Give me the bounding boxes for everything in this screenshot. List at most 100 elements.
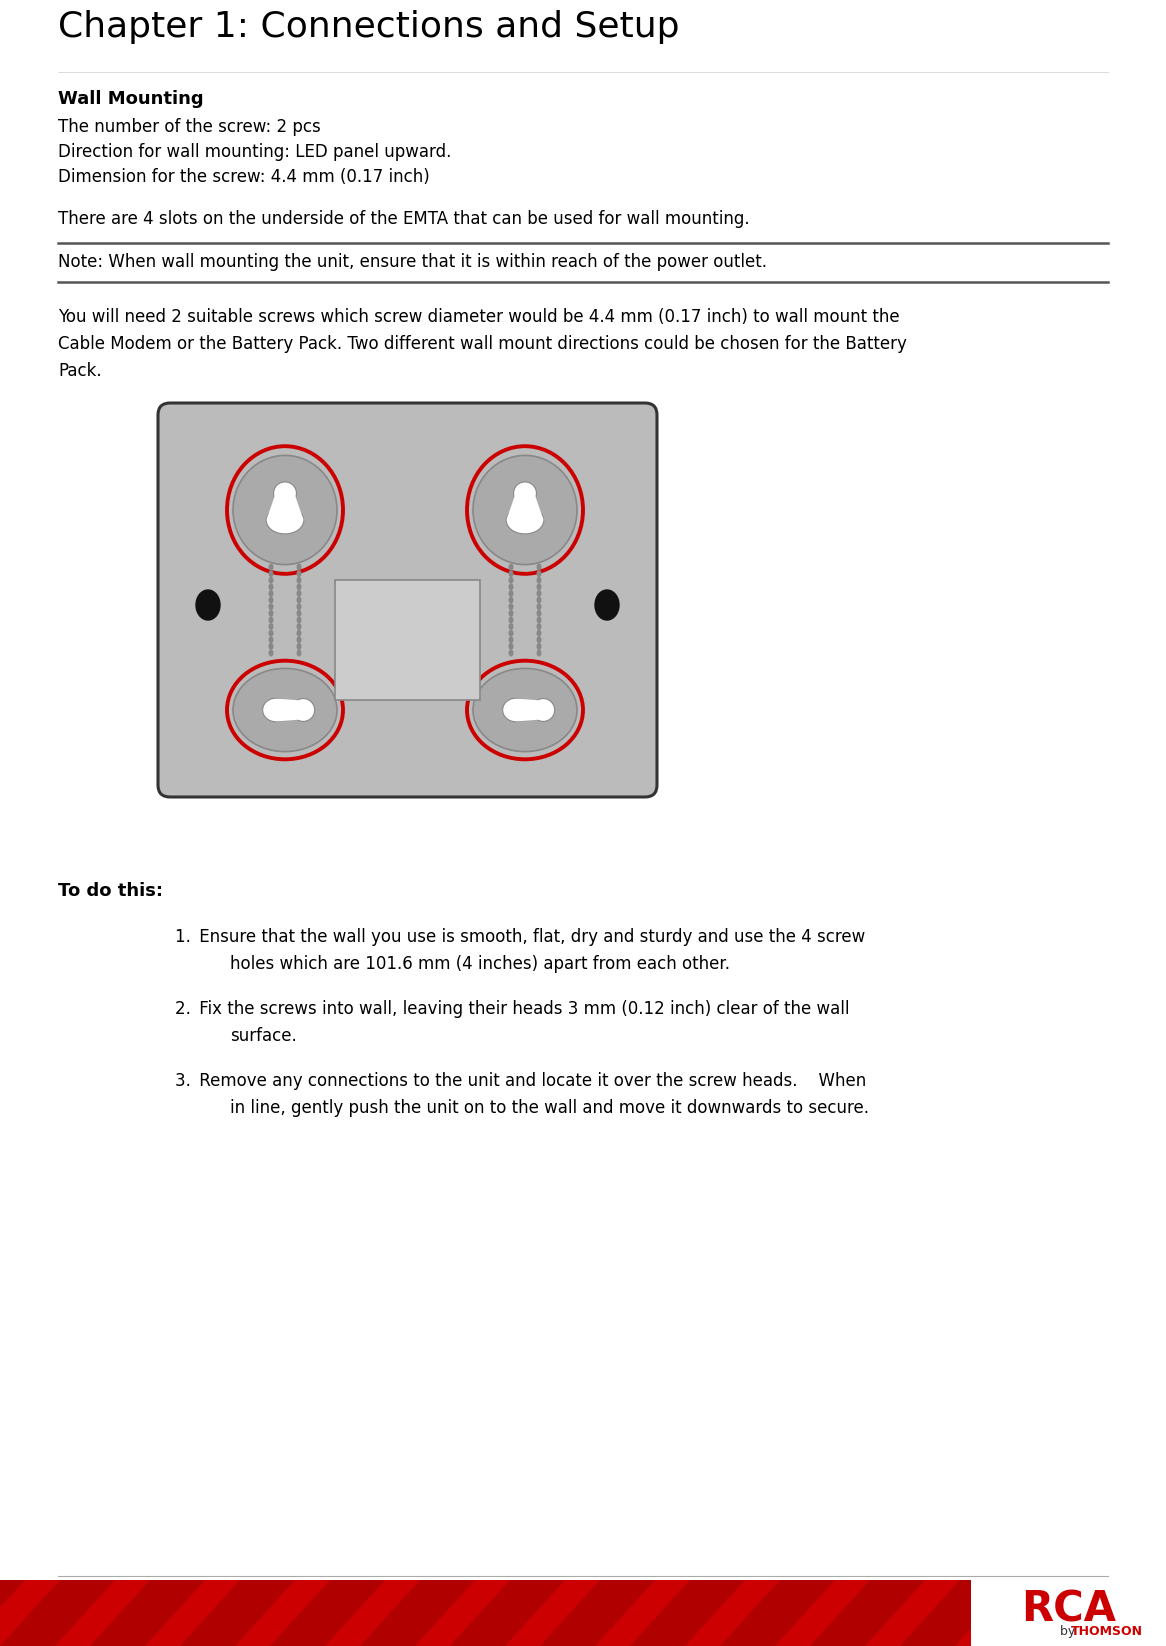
Circle shape xyxy=(292,698,315,721)
Polygon shape xyxy=(810,1580,925,1646)
Ellipse shape xyxy=(508,563,513,571)
FancyBboxPatch shape xyxy=(159,403,656,797)
Bar xyxy=(0,1580,1166,1646)
Text: THOMSON: THOMSON xyxy=(1070,1625,1143,1638)
Ellipse shape xyxy=(536,609,541,617)
Ellipse shape xyxy=(296,583,302,591)
Text: The number of the screw: 2 pcs: The number of the screw: 2 pcs xyxy=(58,119,321,137)
Text: Illustrations contained in this document are for representation only.: Illustrations contained in this document… xyxy=(324,1608,842,1623)
Ellipse shape xyxy=(508,583,513,591)
Text: 6: 6 xyxy=(577,1583,589,1602)
Ellipse shape xyxy=(268,630,274,637)
Ellipse shape xyxy=(296,596,302,604)
Polygon shape xyxy=(90,1580,205,1646)
Ellipse shape xyxy=(268,576,274,584)
Ellipse shape xyxy=(296,609,302,617)
Ellipse shape xyxy=(268,616,274,624)
Ellipse shape xyxy=(268,650,274,657)
Ellipse shape xyxy=(508,589,513,597)
Ellipse shape xyxy=(268,637,274,644)
Polygon shape xyxy=(450,1580,566,1646)
Ellipse shape xyxy=(508,602,513,611)
Ellipse shape xyxy=(296,624,302,630)
Ellipse shape xyxy=(508,576,513,584)
Ellipse shape xyxy=(268,596,274,604)
Ellipse shape xyxy=(536,624,541,630)
Polygon shape xyxy=(360,1580,475,1646)
Ellipse shape xyxy=(536,650,541,657)
Text: To do this:: To do this: xyxy=(58,882,163,900)
Polygon shape xyxy=(266,494,303,520)
Ellipse shape xyxy=(536,602,541,611)
Polygon shape xyxy=(506,494,543,520)
Polygon shape xyxy=(0,1580,115,1646)
Ellipse shape xyxy=(296,644,302,650)
Text: RCA: RCA xyxy=(1021,1588,1116,1630)
Polygon shape xyxy=(275,698,303,721)
Text: holes which are 101.6 mm (4 inches) apart from each other.: holes which are 101.6 mm (4 inches) apar… xyxy=(230,955,730,973)
Text: 1. Ensure that the wall you use is smooth, flat, dry and sturdy and use the 4 sc: 1. Ensure that the wall you use is smoot… xyxy=(175,928,865,946)
Ellipse shape xyxy=(536,583,541,591)
Bar xyxy=(335,579,480,700)
Text: You will need 2 suitable screws which screw diameter would be 4.4 mm (0.17 inch): You will need 2 suitable screws which sc… xyxy=(58,308,900,326)
Ellipse shape xyxy=(233,668,337,752)
Ellipse shape xyxy=(233,456,337,565)
Ellipse shape xyxy=(296,616,302,624)
Ellipse shape xyxy=(506,507,543,533)
Ellipse shape xyxy=(296,576,302,584)
Polygon shape xyxy=(630,1580,745,1646)
Ellipse shape xyxy=(508,650,513,657)
Ellipse shape xyxy=(536,563,541,571)
Polygon shape xyxy=(900,1580,1014,1646)
Ellipse shape xyxy=(503,698,528,721)
Ellipse shape xyxy=(536,576,541,584)
Text: by: by xyxy=(1061,1625,1080,1638)
Ellipse shape xyxy=(508,644,513,650)
Polygon shape xyxy=(271,1580,385,1646)
Ellipse shape xyxy=(536,596,541,604)
Ellipse shape xyxy=(296,570,302,578)
Ellipse shape xyxy=(266,507,303,533)
Text: Dimension for the screw: 4.4 mm (0.17 inch): Dimension for the screw: 4.4 mm (0.17 in… xyxy=(58,168,430,186)
Polygon shape xyxy=(1080,1580,1166,1646)
Ellipse shape xyxy=(296,630,302,637)
Ellipse shape xyxy=(508,596,513,604)
Ellipse shape xyxy=(508,624,513,630)
Ellipse shape xyxy=(296,602,302,611)
Bar xyxy=(971,1580,1166,1646)
Ellipse shape xyxy=(536,644,541,650)
Polygon shape xyxy=(515,698,543,721)
Ellipse shape xyxy=(508,630,513,637)
Ellipse shape xyxy=(268,589,274,597)
Text: Chapter 1: Connections and Setup: Chapter 1: Connections and Setup xyxy=(58,10,680,44)
Ellipse shape xyxy=(508,616,513,624)
Ellipse shape xyxy=(508,637,513,644)
Text: There are 4 slots on the underside of the EMTA that can be used for wall mountin: There are 4 slots on the underside of th… xyxy=(58,211,750,229)
Circle shape xyxy=(532,698,555,721)
Ellipse shape xyxy=(268,609,274,617)
Ellipse shape xyxy=(268,563,274,571)
Text: Wall Mounting: Wall Mounting xyxy=(58,91,204,109)
Text: surface.: surface. xyxy=(230,1027,297,1045)
Ellipse shape xyxy=(268,644,274,650)
Circle shape xyxy=(513,482,536,505)
Ellipse shape xyxy=(473,456,577,565)
Text: Direction for wall mounting: LED panel upward.: Direction for wall mounting: LED panel u… xyxy=(58,143,451,161)
Text: Note: When wall mounting the unit, ensure that it is within reach of the power o: Note: When wall mounting the unit, ensur… xyxy=(58,253,767,272)
Text: Pack.: Pack. xyxy=(58,362,101,380)
Polygon shape xyxy=(180,1580,295,1646)
Text: 3. Remove any connections to the unit and locate it over the screw heads.    Whe: 3. Remove any connections to the unit an… xyxy=(175,1072,866,1090)
Polygon shape xyxy=(719,1580,835,1646)
Circle shape xyxy=(274,482,296,505)
Ellipse shape xyxy=(473,668,577,752)
Ellipse shape xyxy=(196,589,220,621)
Ellipse shape xyxy=(268,570,274,578)
Ellipse shape xyxy=(296,637,302,644)
Ellipse shape xyxy=(536,616,541,624)
Ellipse shape xyxy=(536,570,541,578)
Ellipse shape xyxy=(268,624,274,630)
Ellipse shape xyxy=(595,589,619,621)
Polygon shape xyxy=(0,1580,24,1646)
Ellipse shape xyxy=(268,583,274,591)
Ellipse shape xyxy=(268,602,274,611)
